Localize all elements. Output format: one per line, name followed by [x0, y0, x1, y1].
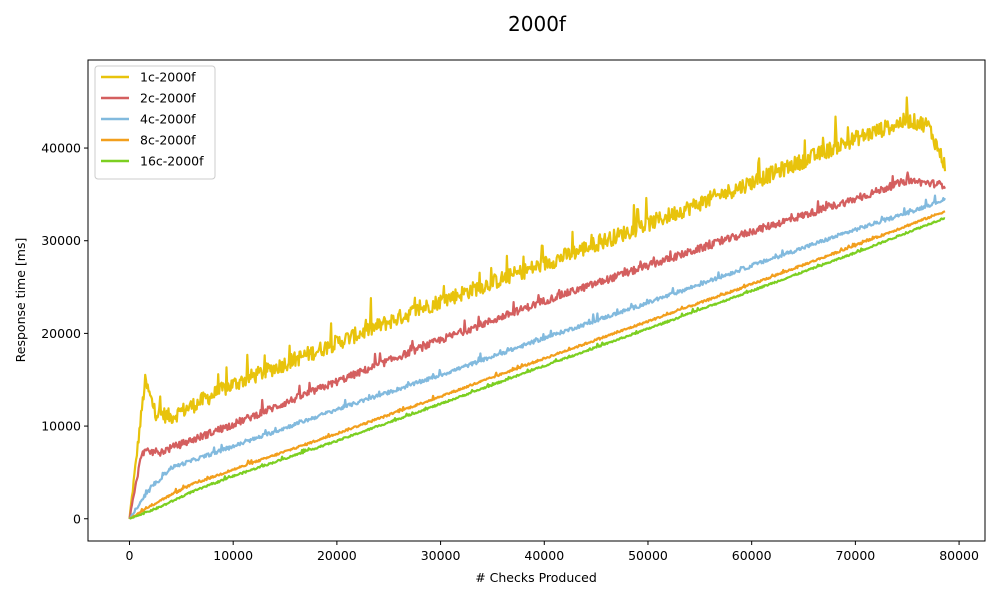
y-tick-label: 0: [73, 511, 81, 526]
y-axis-label: Response time [ms]: [13, 238, 28, 363]
legend-entry: 16c-2000f: [140, 154, 204, 169]
x-tick-label: 50000: [628, 548, 668, 563]
x-tick-label: 80000: [939, 548, 979, 563]
legend-entry: 2c-2000f: [140, 91, 196, 106]
y-tick-label: 30000: [41, 233, 81, 248]
y-tick-label: 20000: [41, 326, 81, 341]
y-tick-label: 40000: [41, 141, 81, 156]
series-line-8c-2000f: [128, 210, 946, 520]
series-line-2c-2000f: [128, 171, 946, 520]
plot-frame: [87, 59, 986, 542]
y-tick-label: 10000: [41, 419, 81, 434]
x-tick-label: 40000: [524, 548, 564, 563]
x-axis: 0 10000 20000 30000 40000 50000 60000 70000 8000…: [126, 541, 979, 563]
series-layer: [128, 96, 947, 520]
series-line-4c-2000f: [128, 194, 946, 520]
series-line-16c-2000f: [128, 217, 946, 520]
legend: 1c-2000f 2c-2000f 4c-2000f 8c-2000f 16c-2000…: [94, 65, 216, 180]
legend-entry: 8c-2000f: [140, 133, 196, 148]
x-tick-label: 10000: [213, 548, 253, 563]
legend-box: [94, 65, 216, 180]
series-line-1c-2000f: [128, 96, 947, 519]
x-tick-label: 60000: [732, 548, 772, 563]
x-tick-label: 20000: [317, 548, 357, 563]
chart-title: 2000f: [508, 12, 567, 36]
legend-entry: 1c-2000f: [140, 70, 196, 85]
x-tick-label: 30000: [421, 548, 461, 563]
x-axis-label: # Checks Produced: [475, 570, 597, 585]
x-tick-label: 70000: [835, 548, 875, 563]
legend-entry: 4c-2000f: [140, 112, 196, 127]
y-axis: 0 10000 20000 30000 40000: [41, 141, 88, 526]
x-tick-label: 0: [126, 548, 134, 563]
